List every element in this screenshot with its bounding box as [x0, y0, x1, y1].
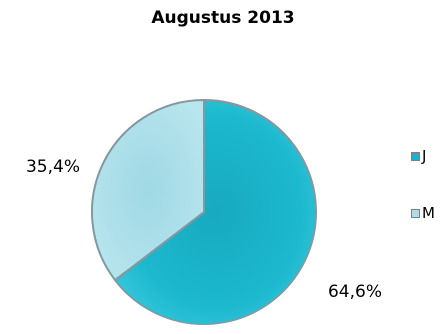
- chart-title: Augustus 2013: [151, 8, 295, 28]
- data-label-m: 35,4%: [26, 157, 80, 177]
- legend-item-j: J: [411, 147, 435, 165]
- pie-slice-j: [113, 98, 317, 325]
- legend-item-m: M: [411, 204, 435, 222]
- legend-label-j: J: [422, 147, 427, 165]
- data-label-j: 64,6%: [328, 282, 382, 302]
- pie-slice-m: [91, 98, 205, 282]
- legend-swatch-j: [411, 151, 420, 161]
- legend: J M: [411, 147, 435, 262]
- legend-label-m: M: [422, 204, 435, 222]
- legend-swatch-m: [411, 208, 420, 218]
